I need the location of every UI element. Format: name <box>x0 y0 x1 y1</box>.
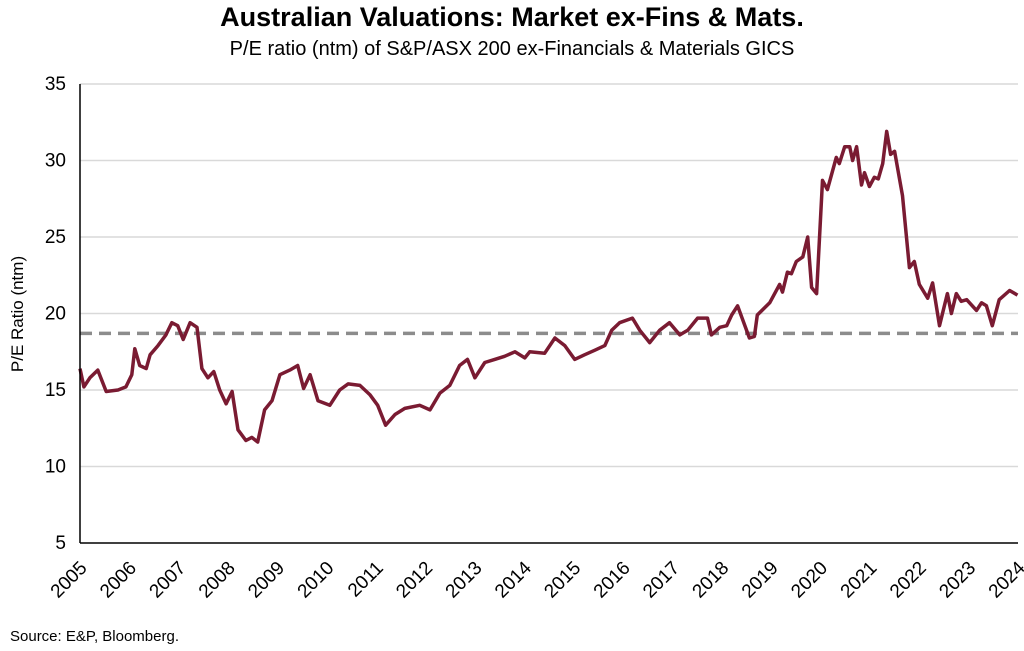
x-tick-label: 2015 <box>540 558 585 603</box>
x-tick-label: 2009 <box>244 558 289 603</box>
x-tick-label: 2018 <box>689 558 734 603</box>
y-tick-labels: 5 10 15 20 25 30 35 <box>45 74 66 554</box>
x-tick-label: 2008 <box>195 558 240 603</box>
x-tick-label: 2012 <box>392 558 437 603</box>
x-tick-labels: 2005 2006 2007 2008 2009 2010 2011 2012 2013 2014… <box>47 557 1024 602</box>
y-tick-label: 25 <box>45 227 66 248</box>
x-tick-label: 2022 <box>886 558 931 603</box>
y-tick-label: 15 <box>45 380 66 401</box>
x-tick-label: 2017 <box>639 558 684 603</box>
y-tick-label: 35 <box>45 74 66 95</box>
x-tick-label: 2020 <box>787 558 832 603</box>
series-line <box>78 129 1019 444</box>
x-tick-label: 2013 <box>442 558 487 603</box>
x-tick-label: 2016 <box>590 558 635 603</box>
x-tick-label: 2024 <box>985 557 1024 602</box>
y-tick-label: 20 <box>45 304 66 325</box>
y-tick-label: 5 <box>55 533 66 554</box>
x-tick-label: 2010 <box>294 558 339 603</box>
y-tick-label: 30 <box>45 151 66 172</box>
x-tick-label: 2014 <box>491 557 536 602</box>
chart-subtitle: P/E ratio (ntm) of S&P/ASX 200 ex-Financ… <box>229 38 795 60</box>
x-tick-label: 2021 <box>837 558 882 603</box>
x-tick-label: 2007 <box>146 558 191 603</box>
x-tick-label: 2019 <box>738 558 783 603</box>
y-axis-label: P/E Ratio (ntm) <box>8 256 27 372</box>
x-tick-label: 2011 <box>344 558 388 602</box>
source-note: Source: E&P, Bloomberg. <box>10 628 179 645</box>
y-tick-label: 10 <box>45 457 66 478</box>
x-tick-label: 2005 <box>47 558 92 603</box>
x-tick-label: 2006 <box>96 558 141 603</box>
gridlines <box>80 83 1018 468</box>
chart-title: Australian Valuations: Market ex-Fins & … <box>220 2 804 32</box>
x-tick-label: 2023 <box>935 558 980 603</box>
